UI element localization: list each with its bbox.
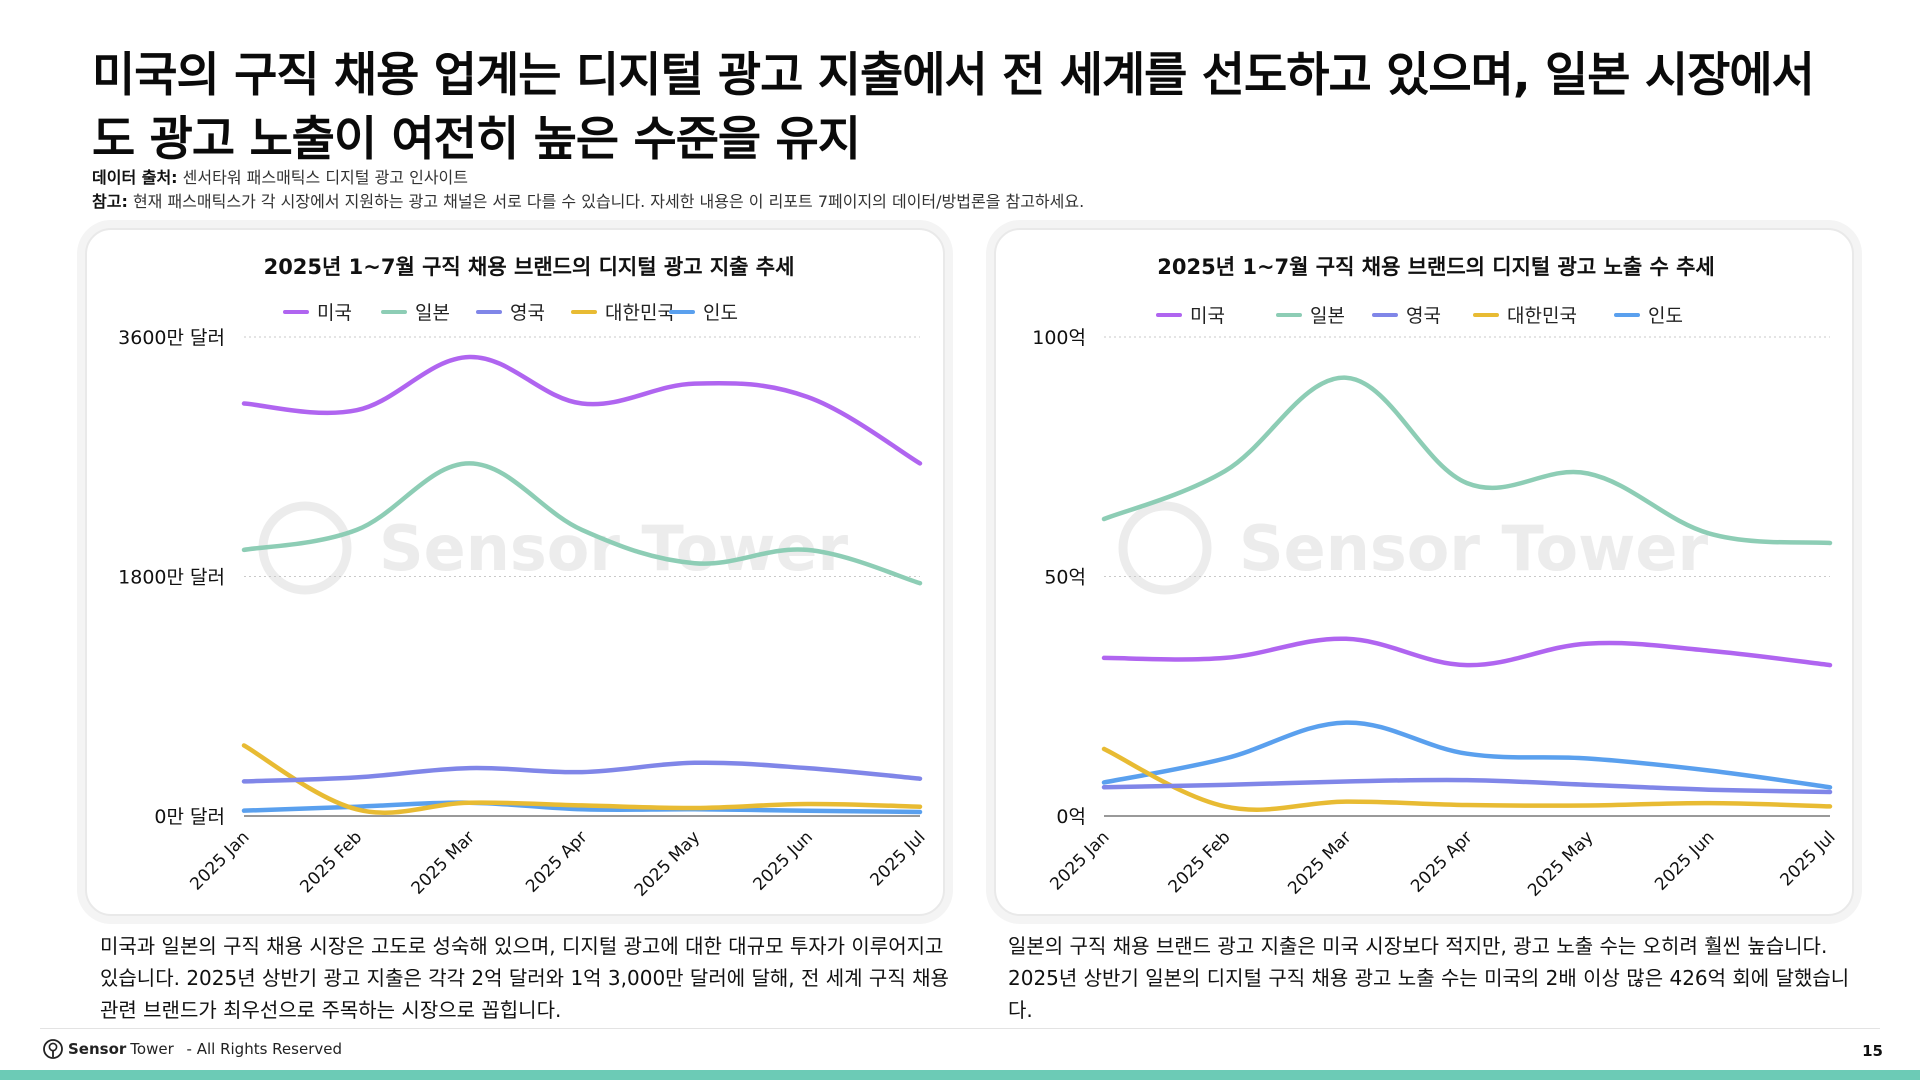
x-tick-label: 2025 May (631, 827, 704, 900)
series-line-영국 (241, 760, 923, 784)
series-line-미국 (241, 354, 923, 466)
data-note: 참고: 현재 패스매틱스가 각 시장에서 지원하는 광고 채널은 서로 다를 수… (92, 188, 1084, 212)
watermark-text: Sensor Tower (379, 512, 848, 585)
ad-spend-chart-panel: Sensor Tower 2025년 1~7월 구직 채용 브랜드의 디지털 광고… (85, 228, 945, 916)
footer-brand-suffix: Tower (130, 1040, 174, 1058)
data-source-text: 센서타워 패스매틱스 디지털 광고 인사이트 (182, 168, 468, 187)
x-tick-label: 2025 Apr (522, 827, 591, 896)
chart-title: 2025년 1~7월 구직 채용 브랜드의 디지털 광고 노출 수 추세 (1157, 255, 1714, 279)
series-line-대한민국 (1101, 746, 1833, 812)
x-tick-label: 2025 Mar (1284, 827, 1355, 898)
bottom-accent-bar (0, 1070, 1920, 1080)
x-tick-label: 2025 Jan (1046, 827, 1113, 894)
footer-logo: Sensor Tower - All Rights Reserved (42, 1038, 342, 1060)
footer-rights: - All Rights Reserved (186, 1040, 342, 1058)
legend-item: 일본 (381, 302, 450, 324)
x-tick-label: 2025 Mar (408, 827, 479, 898)
ad-spend-chart: Sensor Tower 2025년 1~7월 구직 채용 브랜드의 디지털 광고… (118, 255, 929, 901)
chart-title: 2025년 1~7월 구직 채용 브랜드의 디지털 광고 지출 추세 (264, 255, 795, 279)
series-line-일본 (241, 461, 923, 586)
series-line-영국 (1101, 777, 1833, 795)
legend-item: 영국 (476, 302, 545, 324)
x-tick-label: 2025 Feb (296, 827, 366, 897)
y-tick-label: 100억 (1032, 327, 1086, 349)
legend-label: 미국 (1190, 305, 1225, 327)
x-tick-label: 2025 May (1524, 827, 1597, 900)
y-tick-label: 0만 달러 (154, 806, 225, 828)
legend-label: 일본 (415, 302, 450, 324)
page-title: 미국의 구직 채용 업계는 디지털 광고 지출에서 전 세계를 선도하고 있으며… (92, 48, 1815, 167)
legend-label: 인도 (703, 302, 738, 324)
x-tick-label: 2025 Jul (866, 827, 929, 890)
series-line-대한민국 (241, 743, 923, 815)
series-line-미국 (1101, 636, 1833, 668)
series-line-인도 (241, 800, 923, 815)
legend-item: 미국 (1156, 305, 1225, 327)
legend-label: 대한민국 (1507, 305, 1577, 327)
legend-label: 인도 (1648, 305, 1683, 327)
ad-impressions-chart-panel: Sensor Tower 2025년 1~7월 구직 채용 브랜드의 디지털 광고… (994, 228, 1854, 916)
legend-item: 인도 (669, 302, 738, 324)
y-tick-label: 50억 (1044, 567, 1086, 589)
series-line-인도 (1101, 720, 1833, 790)
watermark: Sensor Tower (258, 501, 848, 595)
legend-item: 일본 (1276, 305, 1345, 327)
legend-item: 영국 (1372, 305, 1441, 327)
data-note-label: 참고: (92, 192, 128, 211)
legend-label: 영국 (1406, 305, 1441, 327)
legend-item: 미국 (283, 302, 352, 324)
watermark-logo-icon (1118, 501, 1212, 595)
data-note-text: 현재 패스매틱스가 각 시장에서 지원하는 광고 채널은 서로 다를 수 있습니… (132, 192, 1085, 211)
footer-brand: Sensor (68, 1040, 127, 1058)
ad-spend-description: 미국과 일본의 구직 채용 시장은 고도로 성숙해 있으며, 디지털 광고에 대… (100, 934, 949, 1022)
x-tick-label: 2025 Jun (750, 827, 817, 894)
legend-label: 일본 (1310, 305, 1345, 327)
page-number: 15 (1862, 1042, 1883, 1060)
watermark: Sensor Tower (1118, 501, 1708, 595)
y-tick-label: 3600만 달러 (118, 327, 225, 349)
legend-item: 인도 (1614, 305, 1683, 327)
sensor-tower-logo-icon (43, 1039, 63, 1059)
y-tick-label: 1800만 달러 (118, 567, 225, 589)
data-source-label: 데이터 출처: (92, 168, 178, 187)
y-tick-label: 0억 (1056, 806, 1086, 828)
footer-divider (40, 1028, 1880, 1029)
legend-label: 미국 (317, 302, 352, 324)
legend-item: 대한민국 (571, 302, 675, 324)
x-tick-label: 2025 Jun (1651, 827, 1718, 894)
x-tick-label: 2025 Jan (186, 827, 253, 894)
x-tick-label: 2025 Feb (1165, 827, 1235, 897)
watermark-text: Sensor Tower (1239, 512, 1708, 585)
legend-label: 영국 (510, 302, 545, 324)
x-tick-label: 2025 Jul (1776, 827, 1839, 890)
legend-label: 대한민국 (605, 302, 675, 324)
x-tick-label: 2025 Apr (1407, 827, 1476, 896)
legend-item: 대한민국 (1473, 305, 1577, 327)
series-line-일본 (1101, 375, 1833, 546)
ad-impressions-chart: Sensor Tower 2025년 1~7월 구직 채용 브랜드의 디지털 광고… (1032, 255, 1839, 901)
data-source: 데이터 출처: 센서타워 패스매틱스 디지털 광고 인사이트 (92, 164, 468, 188)
ad-impressions-description: 일본의 구직 채용 브랜드 광고 지출은 미국 시장보다 적지만, 광고 노출 … (1008, 934, 1850, 1022)
